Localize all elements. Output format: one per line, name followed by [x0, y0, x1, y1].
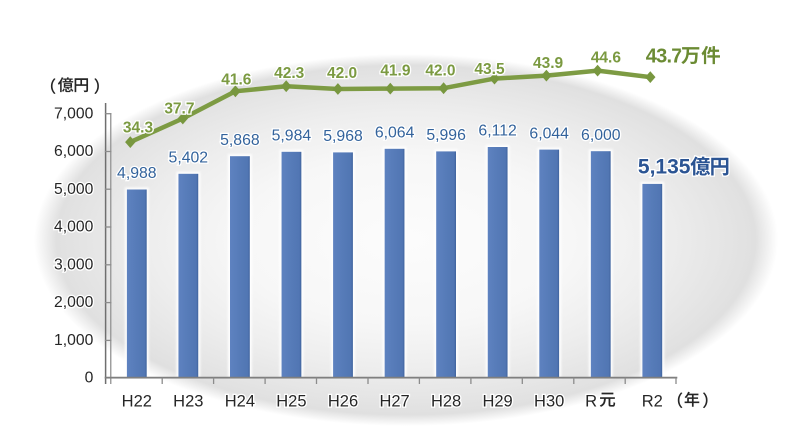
svg-text:R2: R2 [642, 393, 663, 411]
svg-text:7,000: 7,000 [54, 105, 94, 122]
svg-text:5,984: 5,984 [272, 128, 312, 145]
svg-text:6,112: 6,112 [478, 123, 516, 140]
svg-text:H25: H25 [276, 393, 306, 411]
svg-text:6,000: 6,000 [54, 143, 94, 160]
svg-text:42.0: 42.0 [425, 63, 455, 80]
svg-text:4,000: 4,000 [54, 219, 94, 236]
svg-text:43.5: 43.5 [474, 61, 505, 78]
svg-text:5,868: 5,868 [220, 132, 260, 149]
svg-text:4,988: 4,988 [117, 165, 157, 182]
svg-text:5,135: 5,135 [638, 156, 691, 179]
svg-text:2,000: 2,000 [54, 294, 94, 311]
svg-text:H28: H28 [431, 393, 461, 411]
svg-text:42.3: 42.3 [274, 65, 305, 82]
svg-text:5,996: 5,996 [426, 127, 466, 144]
svg-text:4,988: 4,988 [117, 165, 157, 182]
svg-text:H27: H27 [379, 393, 409, 411]
svg-text:3,000: 3,000 [54, 256, 94, 273]
svg-text:6,044: 6,044 [529, 125, 569, 142]
svg-text:41.9: 41.9 [380, 62, 411, 79]
svg-text:H28: H28 [431, 393, 461, 411]
svg-text:0: 0 [85, 369, 94, 386]
svg-text:43.7: 43.7 [646, 45, 682, 67]
svg-text:37.7: 37.7 [164, 101, 194, 118]
svg-text:H27: H27 [379, 393, 409, 411]
svg-text:H23: H23 [173, 393, 203, 411]
svg-text:4,000: 4,000 [54, 219, 94, 236]
svg-text:6,112: 6,112 [478, 123, 516, 140]
svg-text:2,000: 2,000 [54, 294, 94, 311]
svg-text:5,000: 5,000 [54, 181, 94, 198]
svg-text:41.6: 41.6 [221, 72, 252, 89]
svg-text:1,000: 1,000 [54, 332, 94, 349]
svg-text:H25: H25 [276, 393, 306, 411]
svg-text:5,968: 5,968 [323, 128, 363, 145]
svg-text:H30: H30 [534, 393, 564, 411]
svg-text:6,064: 6,064 [375, 125, 415, 142]
svg-text:R: R [585, 392, 597, 411]
svg-text:H24: H24 [225, 393, 255, 411]
svg-text:1,000: 1,000 [54, 332, 94, 349]
svg-text:5,996: 5,996 [426, 127, 466, 144]
svg-text:34.3: 34.3 [123, 120, 154, 137]
svg-text:37.7: 37.7 [164, 101, 194, 118]
svg-text:6,000: 6,000 [581, 127, 621, 144]
svg-text:0: 0 [85, 369, 94, 386]
svg-text:44.6: 44.6 [591, 50, 622, 67]
svg-text:H29: H29 [482, 393, 512, 411]
svg-text:H22: H22 [122, 393, 152, 411]
svg-text:H26: H26 [328, 393, 358, 411]
svg-text:H23: H23 [173, 393, 203, 411]
svg-text:5,000: 5,000 [54, 181, 94, 198]
svg-text:43.9: 43.9 [533, 55, 564, 72]
svg-text:5,402: 5,402 [169, 150, 209, 167]
svg-text:6,044: 6,044 [529, 125, 569, 142]
svg-text:7,000: 7,000 [54, 105, 94, 122]
svg-text:6,000: 6,000 [54, 143, 94, 160]
svg-text:H22: H22 [122, 393, 152, 411]
svg-text:5,968: 5,968 [323, 128, 363, 145]
svg-text:43.9: 43.9 [533, 55, 564, 72]
svg-text:R: R [585, 392, 597, 411]
svg-text:44.6: 44.6 [591, 50, 622, 67]
svg-text:5,868: 5,868 [220, 132, 260, 149]
svg-text:H29: H29 [482, 393, 512, 411]
svg-text:41.9: 41.9 [380, 62, 411, 79]
svg-text:42.0: 42.0 [425, 63, 455, 80]
svg-text:43.7: 43.7 [646, 45, 682, 67]
svg-text:R2: R2 [642, 393, 663, 411]
svg-text:6,000: 6,000 [581, 127, 621, 144]
svg-text:34.3: 34.3 [123, 120, 154, 137]
svg-text:42.3: 42.3 [274, 65, 305, 82]
svg-text:H30: H30 [534, 393, 564, 411]
svg-text:3,000: 3,000 [54, 256, 94, 273]
svg-text:43.5: 43.5 [474, 61, 505, 78]
svg-text:42.0: 42.0 [327, 65, 357, 82]
svg-text:6,064: 6,064 [375, 125, 415, 142]
svg-text:H26: H26 [328, 393, 358, 411]
svg-text:41.6: 41.6 [221, 72, 252, 89]
svg-text:5,984: 5,984 [272, 128, 312, 145]
svg-text:42.0: 42.0 [327, 65, 357, 82]
svg-text:H24: H24 [225, 393, 255, 411]
svg-text:5,402: 5,402 [169, 150, 209, 167]
svg-text:5,135: 5,135 [638, 156, 691, 179]
